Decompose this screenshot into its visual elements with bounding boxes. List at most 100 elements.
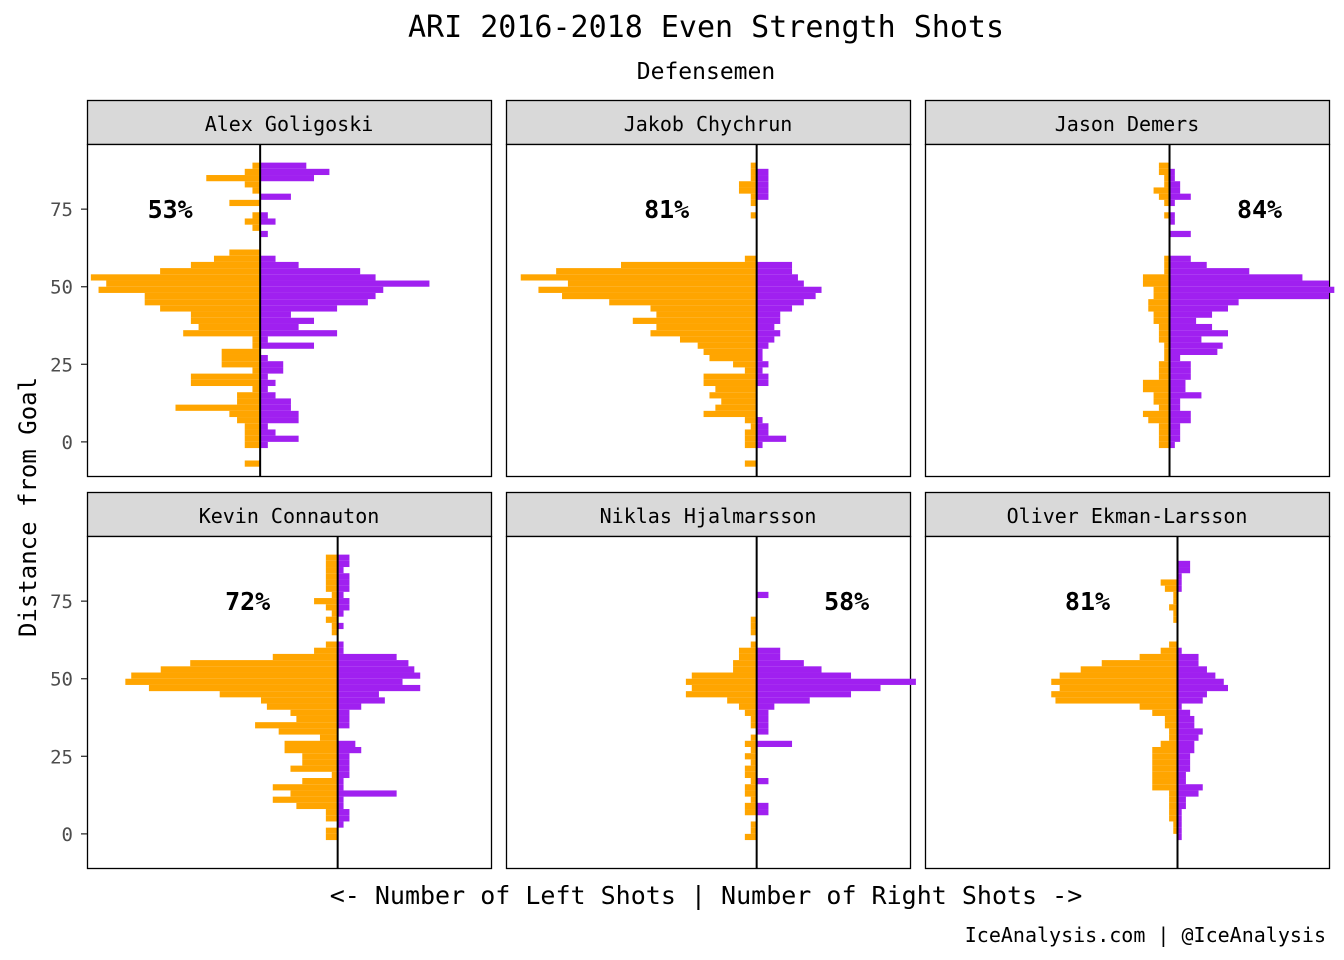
left-shot-bar	[691, 672, 757, 679]
left-shot-bar	[656, 323, 757, 331]
left-shot-bar	[750, 199, 757, 207]
right-shot-bar	[1177, 759, 1191, 766]
left-shot-bar	[1164, 175, 1170, 182]
left-shot-bar	[750, 175, 757, 182]
left-shot-bar	[125, 678, 338, 685]
left-shot-bar	[219, 691, 338, 698]
left-shot-bar	[715, 386, 757, 393]
right-shot-bar	[1177, 585, 1182, 592]
right-shot-bar	[260, 230, 268, 238]
left-shot-bar	[1164, 255, 1170, 262]
left-shot-bar	[744, 833, 757, 841]
left-shot-bar	[1164, 268, 1170, 275]
left-shot-bar	[567, 280, 757, 287]
left-shot-bar	[1158, 168, 1170, 176]
left-shot-bar	[244, 429, 261, 436]
right-shot-bar	[756, 709, 769, 716]
left-shot-bar	[738, 647, 757, 654]
right-shot-bar	[337, 660, 409, 667]
right-shot-bar	[260, 330, 338, 337]
left-shot-bar	[744, 460, 757, 467]
right-shot-bar	[337, 809, 350, 816]
right-shot-bar	[1169, 193, 1191, 200]
right-shot-bar	[337, 790, 397, 797]
left-shot-bar	[160, 305, 261, 312]
right-shot-bar	[1169, 286, 1335, 293]
right-shot-bar	[1169, 212, 1175, 219]
left-shot-bar	[244, 460, 261, 467]
left-shot-bar	[750, 746, 757, 754]
right-shot-bar	[756, 268, 793, 275]
right-shot-bar	[756, 323, 775, 331]
left-shot-bar	[1158, 193, 1170, 200]
percent-label: 81%	[644, 195, 689, 224]
left-shot-bar	[1164, 585, 1178, 592]
left-shot-bar	[1164, 342, 1170, 349]
left-shot-bar	[1173, 598, 1178, 605]
left-shot-bar	[331, 610, 338, 617]
left-shot-bar	[1051, 678, 1178, 685]
right-shot-bar	[337, 802, 344, 810]
right-shot-bar	[260, 305, 338, 312]
left-shot-bar	[325, 604, 338, 611]
left-shot-bar	[325, 815, 338, 822]
right-shot-bar	[1169, 274, 1303, 281]
left-shot-bar	[1169, 796, 1178, 803]
left-shot-bar	[1101, 660, 1178, 667]
left-shot-bar	[1158, 404, 1170, 411]
left-shot-bar	[750, 616, 757, 623]
right-shot-bar	[337, 622, 344, 630]
right-shot-bar	[756, 354, 763, 362]
right-shot-bar	[337, 585, 350, 592]
panel-jason-demers: Jason Demers 84%	[924, 99, 1335, 478]
left-shot-bar	[1152, 778, 1178, 785]
left-shot-bar	[1080, 666, 1178, 673]
percent-label: 84%	[1237, 195, 1282, 224]
left-shot-bar	[325, 809, 338, 816]
right-shot-bar	[1169, 292, 1329, 300]
right-shot-bar	[1169, 342, 1223, 349]
left-shot-bar	[1164, 354, 1170, 362]
right-shot-bar	[1177, 746, 1195, 754]
right-shot-bar	[756, 187, 769, 194]
right-shot-bar	[337, 598, 350, 605]
left-shot-bar	[260, 697, 338, 704]
left-shot-bar	[229, 249, 261, 256]
left-shot-bar	[190, 373, 261, 380]
right-shot-bar	[756, 653, 781, 661]
left-shot-bar	[325, 554, 338, 561]
right-shot-bar	[337, 691, 379, 698]
right-shot-bar	[260, 373, 268, 380]
left-shot-bar	[744, 255, 757, 262]
right-shot-bar	[1177, 784, 1203, 791]
left-shot-bar	[750, 193, 757, 200]
left-shot-bar	[1059, 684, 1178, 692]
left-shot-bar	[1142, 379, 1170, 387]
left-shot-bar	[190, 311, 261, 318]
left-shot-bar	[331, 771, 338, 779]
right-shot-bar	[1169, 423, 1181, 430]
right-shot-bar	[1177, 722, 1195, 729]
right-shot-bar	[756, 305, 793, 312]
left-shot-bar	[1164, 715, 1178, 723]
left-shot-bar	[750, 734, 757, 741]
left-shot-bar	[744, 784, 757, 791]
left-shot-bar	[750, 715, 757, 723]
right-shot-bar	[337, 722, 350, 729]
right-shot-bar	[1169, 230, 1191, 238]
right-shot-bar	[337, 579, 350, 586]
right-shot-bar	[260, 398, 291, 405]
left-shot-bar	[244, 181, 261, 188]
left-shot-bar	[290, 765, 338, 772]
left-shot-bar	[1051, 691, 1178, 698]
right-shot-bar	[1177, 560, 1191, 568]
right-shot-bar	[1177, 796, 1186, 803]
left-shot-bar	[1152, 709, 1178, 716]
right-shot-bar	[260, 162, 307, 169]
left-shot-bar	[325, 827, 338, 834]
right-shot-bar	[756, 429, 769, 436]
right-shot-bar	[337, 771, 350, 779]
panel-strip	[924, 99, 1331, 146]
right-shot-bar	[756, 809, 769, 816]
